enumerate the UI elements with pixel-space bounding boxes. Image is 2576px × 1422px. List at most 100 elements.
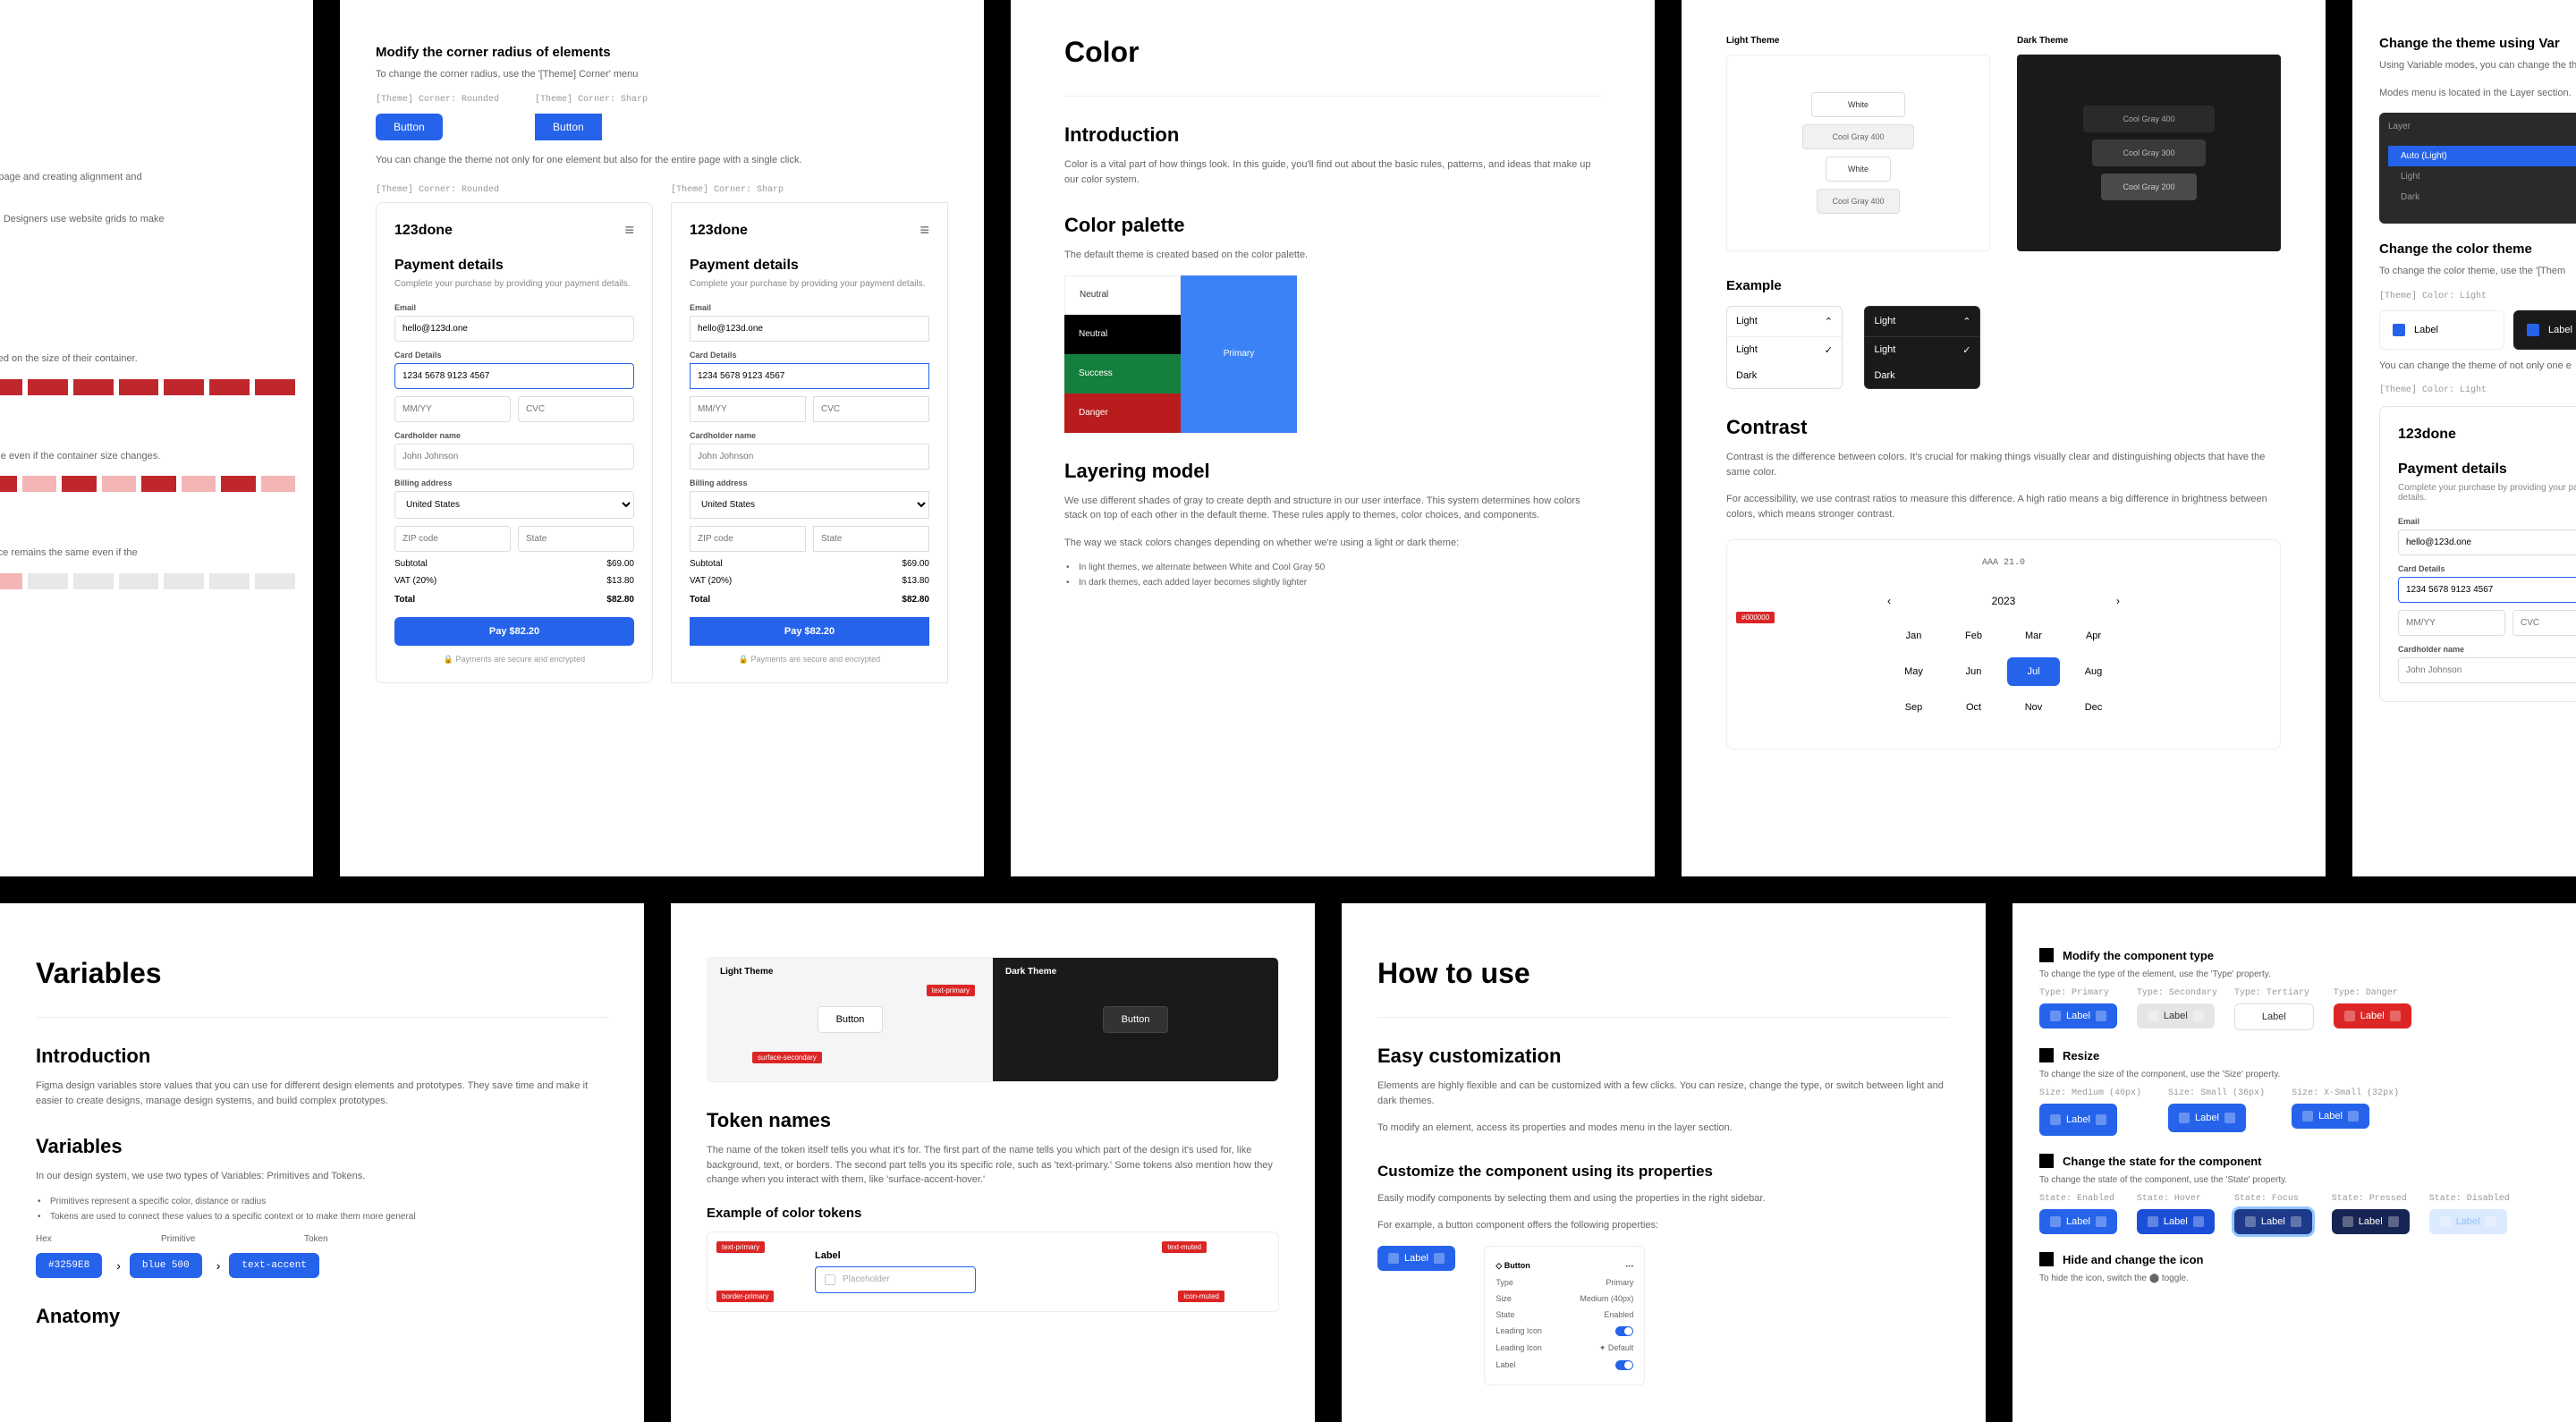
month-cell[interactable]: Apr — [2067, 622, 2120, 650]
secure-note: 🔒 Payments are secure and encrypted — [690, 655, 929, 664]
text: The default theme is created based on th… — [1064, 248, 1601, 263]
text: Modes menu is located in the Layer secti… — [2379, 86, 2576, 101]
card-input[interactable] — [2398, 577, 2576, 603]
mode-menu[interactable]: Auto (Light)LightDark — [2388, 139, 2576, 215]
section-title: Modify the component type — [2063, 949, 2214, 962]
menu-icon[interactable]: ≡ — [919, 221, 929, 240]
name-input[interactable] — [2398, 657, 2576, 683]
heading: Change the theme using Var — [2379, 36, 2576, 51]
page-title: How to use — [1377, 957, 1950, 990]
expiry-input[interactable] — [394, 396, 511, 422]
expiry-input[interactable] — [690, 396, 806, 422]
menu-icon[interactable]: ≡ — [624, 221, 634, 240]
email-input[interactable] — [690, 316, 929, 342]
country-select[interactable]: United States — [394, 491, 634, 519]
toggle[interactable] — [1615, 1360, 1633, 1370]
cvc-input[interactable] — [813, 396, 929, 422]
month-cell[interactable]: Mar — [2007, 622, 2060, 650]
bar — [182, 476, 216, 492]
text: To change the color theme, use the '[The… — [2379, 264, 2576, 279]
card-input[interactable] — [394, 363, 634, 389]
sharp-button[interactable]: Button — [535, 114, 602, 140]
panel-grids: the page and creating alignment and ace.… — [0, 0, 313, 876]
pay-button[interactable]: Pay $82.20 — [690, 617, 929, 646]
prev-icon[interactable]: ‹ — [1887, 595, 1891, 607]
code-label: Type: Primary — [2039, 988, 2124, 998]
month-cell[interactable]: Dec — [2067, 693, 2120, 722]
label-button[interactable]: Label — [2168, 1104, 2246, 1132]
secure-note: 🔒 Payments are secure and encrypted — [394, 655, 634, 664]
placeholder-icon — [2292, 1011, 2302, 1022]
name-input[interactable] — [690, 444, 929, 470]
example-button[interactable]: Button — [1103, 1006, 1169, 1033]
placeholder-icon — [2344, 1011, 2355, 1021]
month-cell[interactable]: Sep — [1887, 693, 1940, 722]
text: For accessibility, we use contrast ratio… — [1726, 492, 2281, 521]
email-input[interactable] — [2398, 529, 2576, 555]
placeholder-icon — [2390, 1011, 2401, 1021]
pay-button[interactable]: Pay $82.20 — [394, 617, 634, 646]
month-cell[interactable]: May — [1887, 657, 1940, 686]
payment-card-sharp: 123done≡ Payment details Complete your p… — [671, 202, 948, 683]
state-input[interactable] — [813, 526, 929, 552]
theme-dropdown-dark[interactable]: Light⌃ Light✓ Dark — [1864, 306, 1980, 389]
month-cell[interactable]: Oct — [1947, 693, 2000, 722]
text: Color is a vital part of how things look… — [1064, 157, 1601, 187]
menu-item[interactable]: Dark — [2388, 187, 2576, 207]
month-cell[interactable]: Jul — [2007, 657, 2060, 686]
zip-input[interactable] — [690, 526, 806, 552]
contrast-score: AAA 21.0 — [1745, 558, 2262, 568]
country-select[interactable]: United States — [690, 491, 929, 519]
text: Contrast is the difference between color… — [1726, 450, 2281, 479]
field-label: Cardholder name — [690, 431, 929, 440]
toggle[interactable] — [1615, 1326, 1633, 1336]
month-cell[interactable]: Nov — [2007, 693, 2060, 722]
label-button[interactable]: Label — [2234, 1003, 2314, 1030]
zip-input[interactable] — [394, 526, 511, 552]
month-cell[interactable]: Jun — [1947, 657, 2000, 686]
total-row: Total$82.80 — [690, 595, 929, 605]
label-button[interactable]: Label — [2137, 1209, 2215, 1234]
bar — [102, 476, 137, 492]
label-button[interactable]: Label — [1377, 1246, 1455, 1271]
label-button[interactable]: Label — [2039, 1003, 2117, 1028]
card-input[interactable] — [690, 363, 929, 389]
menu-item[interactable]: Auto (Light) — [2388, 146, 2576, 166]
bullet: In dark themes, each added layer becomes… — [1079, 578, 1601, 588]
section-icon — [2039, 1048, 2054, 1062]
label-button[interactable]: Label — [2039, 1209, 2117, 1234]
heading: Introduction — [36, 1045, 608, 1068]
bar — [164, 379, 204, 395]
menu-item[interactable]: Light — [2388, 166, 2576, 187]
label-button[interactable]: Label — [2234, 1209, 2312, 1234]
cvc-input[interactable] — [518, 396, 634, 422]
bar — [261, 476, 296, 492]
placeholder-icon — [2148, 1011, 2158, 1021]
example-button[interactable]: Button — [818, 1006, 884, 1033]
label-button[interactable]: Label — [2332, 1209, 2410, 1234]
placeholder-icon — [2343, 1216, 2353, 1227]
theme-dropdown-light[interactable]: Light⌃ Light✓ Dark — [1726, 306, 1843, 389]
arrow-icon: › — [216, 1258, 221, 1273]
cvc-input[interactable] — [2512, 610, 2576, 636]
placeholder-icon — [2388, 1216, 2399, 1227]
rounded-button[interactable]: Button — [376, 114, 443, 140]
next-icon[interactable]: › — [2116, 595, 2120, 607]
label-button[interactable]: Label — [2039, 1104, 2117, 1136]
label-button[interactable]: Label — [2334, 1003, 2411, 1028]
bar — [28, 573, 68, 589]
state-input[interactable] — [518, 526, 634, 552]
example-input[interactable]: Placeholder — [815, 1266, 976, 1293]
name-input[interactable] — [394, 444, 634, 470]
label-button[interactable]: Label — [2137, 1003, 2215, 1028]
text: Using Variable modes, you can change the… — [2379, 58, 2576, 73]
expiry-input[interactable] — [2398, 610, 2505, 636]
month-cell[interactable]: Aug — [2067, 657, 2120, 686]
label-button[interactable]: Label — [2292, 1104, 2369, 1129]
label-button[interactable]: Label — [2429, 1209, 2507, 1234]
month-cell[interactable]: Feb — [1947, 622, 2000, 650]
heading: Variables — [36, 1135, 608, 1158]
email-input[interactable] — [394, 316, 634, 342]
month-cell[interactable]: Jan — [1887, 622, 1940, 650]
panel-tokens: Light Theme Button text-primary surface-… — [671, 903, 1315, 1422]
